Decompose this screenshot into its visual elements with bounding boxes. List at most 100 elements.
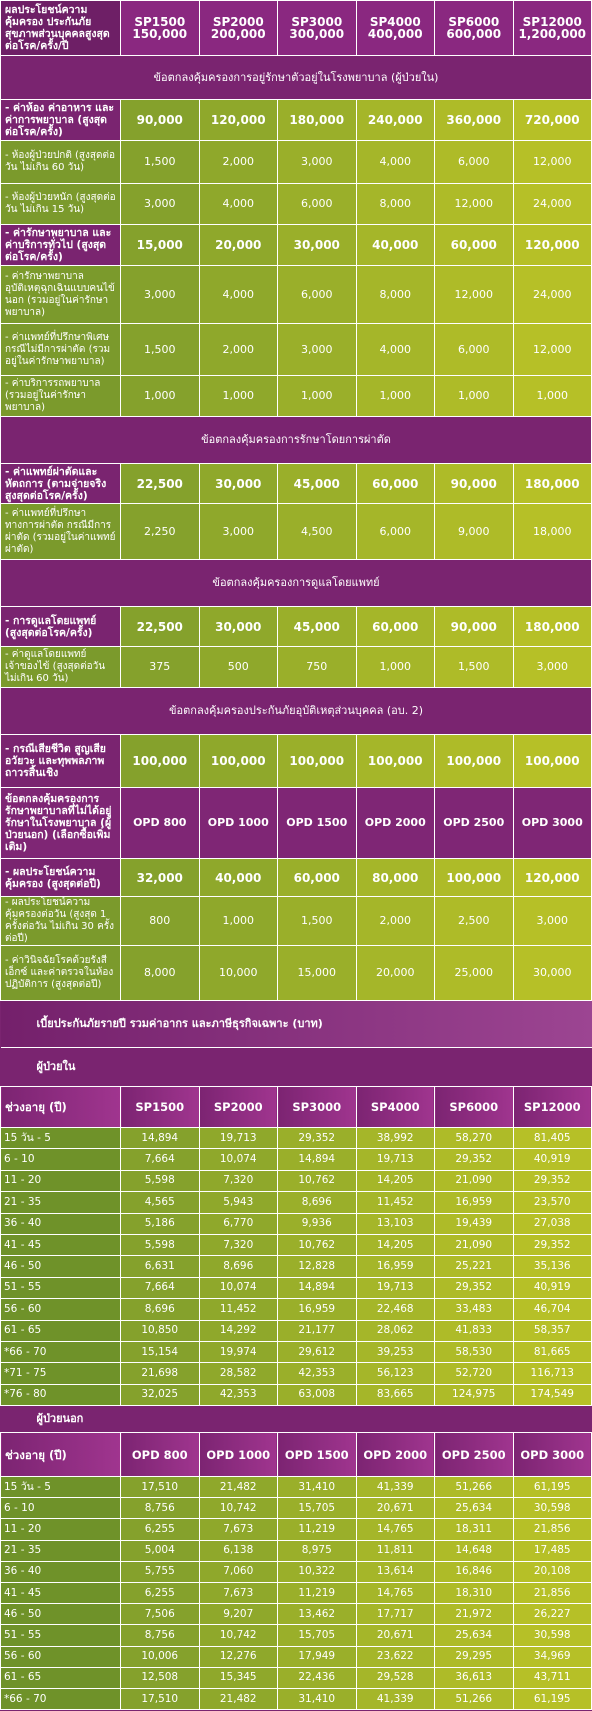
- benefit-row: - ค่าดูแลโดยแพทย์เจ้าของไข้ (สูงสุดต่อวั…: [0, 646, 592, 688]
- benefit-row: ข้อตกลงคุ้มครองการดูแลโดยแพทย์: [0, 559, 592, 607]
- premium-value: 20,671: [355, 1497, 435, 1520]
- premium-row: *66 - 70 17,510 21,482 31,410 41,339 51,266 61…: [0, 1687, 592, 1711]
- age-range: 11 - 20: [0, 1518, 121, 1541]
- premium-value: 116,713: [512, 1362, 592, 1385]
- premium-value: 25,634: [434, 1624, 514, 1647]
- premium-value: 81,405: [512, 1126, 592, 1150]
- benefit-value: 180,000: [512, 463, 592, 504]
- premium-value: 56,123: [355, 1362, 435, 1385]
- premium-value: 10,762: [277, 1233, 357, 1257]
- premium-value: 40,919: [512, 1148, 592, 1171]
- benefit-value: 1,000: [434, 375, 514, 417]
- section-title: ข้อตกลงคุ้มครองการดูแลโดยแพทย์: [0, 559, 592, 607]
- age-range: 51 - 55: [0, 1624, 121, 1647]
- premium-row: 46 - 50 6,631 8,696 12,828 16,959 25,221 35,13…: [0, 1255, 592, 1278]
- premium-row: 56 - 60 10,006 12,276 17,949 23,622 29,295 34,…: [0, 1645, 592, 1668]
- premium-value: 10,742: [198, 1624, 278, 1647]
- premium-value: 28,582: [198, 1362, 278, 1385]
- benefit-value: 1,500: [120, 323, 200, 376]
- premium-subtitle: ผู้ป่วยนอก: [0, 1405, 592, 1433]
- premium-value: 21,972: [434, 1603, 514, 1626]
- premium-value: 22,468: [355, 1298, 435, 1321]
- benefit-value: 25,000: [434, 945, 514, 1001]
- premium-value: 17,510: [120, 1687, 200, 1711]
- premium-value: 8,696: [120, 1298, 200, 1321]
- premium-value: 21,090: [434, 1169, 514, 1193]
- age-range: 11 - 20: [0, 1169, 121, 1193]
- header-title: ผลประโยชน์ความคุ้มครอง ประกันภัยสุขภาพส่…: [0, 0, 121, 56]
- premium-value: 9,936: [277, 1212, 357, 1235]
- benefit-label: - ค่าวินิจฉัยโรคด้วยรังสีเอ็กซ์ และค่าตร…: [0, 945, 121, 1001]
- premium-value: 61,195: [512, 1687, 592, 1711]
- premium-row: 21 - 35 5,004 6,138 8,975 11,811 14,648 17,485: [0, 1539, 592, 1562]
- premium-value: 10,742: [198, 1497, 278, 1520]
- benefit-value: 375: [120, 646, 200, 688]
- premium-value: 7,320: [198, 1233, 278, 1257]
- premium-value: 8,756: [120, 1624, 200, 1647]
- benefit-value: 800: [120, 896, 200, 946]
- benefit-value: 120,000: [512, 858, 592, 897]
- premium-value: 28,062: [355, 1319, 435, 1342]
- benefit-row: - ค่ารักษาพยาบาลอุบัติเหตุฉุกเฉินแบบคนไข…: [0, 265, 592, 324]
- benefit-value: 2,250: [120, 503, 200, 560]
- premium-value: 16,959: [277, 1298, 357, 1321]
- benefit-value: 20,000: [355, 945, 435, 1001]
- premium-row: 61 - 65 12,508 15,345 22,436 29,528 36,613 43,…: [0, 1666, 592, 1689]
- benefit-value: 2,000: [198, 323, 278, 376]
- benefit-label: - กรณีเสียชีวิต สูญเสียอวัยวะ และทุพพลภา…: [0, 734, 121, 788]
- benefit-value: 3,000: [277, 140, 357, 184]
- benefit-value: 32,000: [120, 858, 200, 897]
- premium-value: 34,969: [512, 1645, 592, 1668]
- premium-value: 16,846: [434, 1560, 514, 1584]
- premium-value: 51,266: [434, 1476, 514, 1499]
- premium-header: SP6000: [434, 1086, 514, 1128]
- benefit-value: 15,000: [120, 224, 200, 266]
- benefit-value: 100,000: [355, 734, 435, 788]
- benefit-label: - ผลประโยชน์ความคุ้มครอง (สูงสุดต่อปี): [0, 858, 121, 897]
- premium-value: 17,510: [120, 1476, 200, 1499]
- premium-value: 41,339: [355, 1476, 435, 1499]
- age-range: *71 - 75: [0, 1362, 121, 1385]
- benefit-value: 12,000: [512, 140, 592, 184]
- premium-value: 13,103: [355, 1212, 435, 1235]
- premium-value: 25,634: [434, 1497, 514, 1520]
- benefit-value: 3,000: [512, 646, 592, 688]
- premium-value: 5,943: [198, 1191, 278, 1214]
- benefit-value: 1,000: [198, 375, 278, 417]
- benefit-value: 500: [198, 646, 278, 688]
- premium-header-row: ช่วงอายุ (ปี) OPD 800 OPD 1000 OPD 1500 OPD …: [0, 1432, 592, 1478]
- premium-value: 19,713: [198, 1126, 278, 1150]
- premium-value: 38,992: [355, 1126, 435, 1150]
- benefit-value: 6,000: [434, 140, 514, 184]
- benefit-value: 1,500: [434, 646, 514, 688]
- premium-value: 23,570: [512, 1191, 592, 1214]
- premium-value: 7,673: [198, 1582, 278, 1605]
- premium-value: 14,765: [355, 1582, 435, 1605]
- premium-value: 21,698: [120, 1362, 200, 1385]
- premium-value: 42,353: [198, 1383, 278, 1407]
- premium-value: 20,671: [355, 1624, 435, 1647]
- plan-amount: 1,200,000: [518, 27, 587, 41]
- premium-value: 29,352: [277, 1126, 357, 1150]
- benefit-label: - ค่าห้อง ค่าอาหาร และค่าการพยาบาล (สูงส…: [0, 99, 121, 141]
- benefit-row: - ผลประโยชน์ความคุ้มครองต่อวัน (สูงสุด 1…: [0, 896, 592, 946]
- premium-value: 11,811: [355, 1539, 435, 1562]
- age-range: 56 - 60: [0, 1645, 121, 1668]
- benefit-value: 90,000: [120, 99, 200, 141]
- premium-value: 10,074: [198, 1148, 278, 1171]
- benefit-value: 100,000: [434, 734, 514, 788]
- age-range: 21 - 35: [0, 1191, 121, 1214]
- benefit-value: 6,000: [277, 265, 357, 324]
- premium-value: 8,975: [277, 1539, 357, 1562]
- premium-row: 11 - 20 6,255 7,673 11,219 14,765 18,311 21,85…: [0, 1518, 592, 1541]
- benefit-value: 8,000: [355, 183, 435, 225]
- premium-value: 14,292: [198, 1319, 278, 1342]
- premium-value: 61,195: [512, 1476, 592, 1499]
- premium-value: 21,177: [277, 1319, 357, 1342]
- premium-value: 29,612: [277, 1340, 357, 1364]
- premium-value: 17,717: [355, 1603, 435, 1626]
- premium-value: 31,410: [277, 1476, 357, 1499]
- premium-value: 6,255: [120, 1582, 200, 1605]
